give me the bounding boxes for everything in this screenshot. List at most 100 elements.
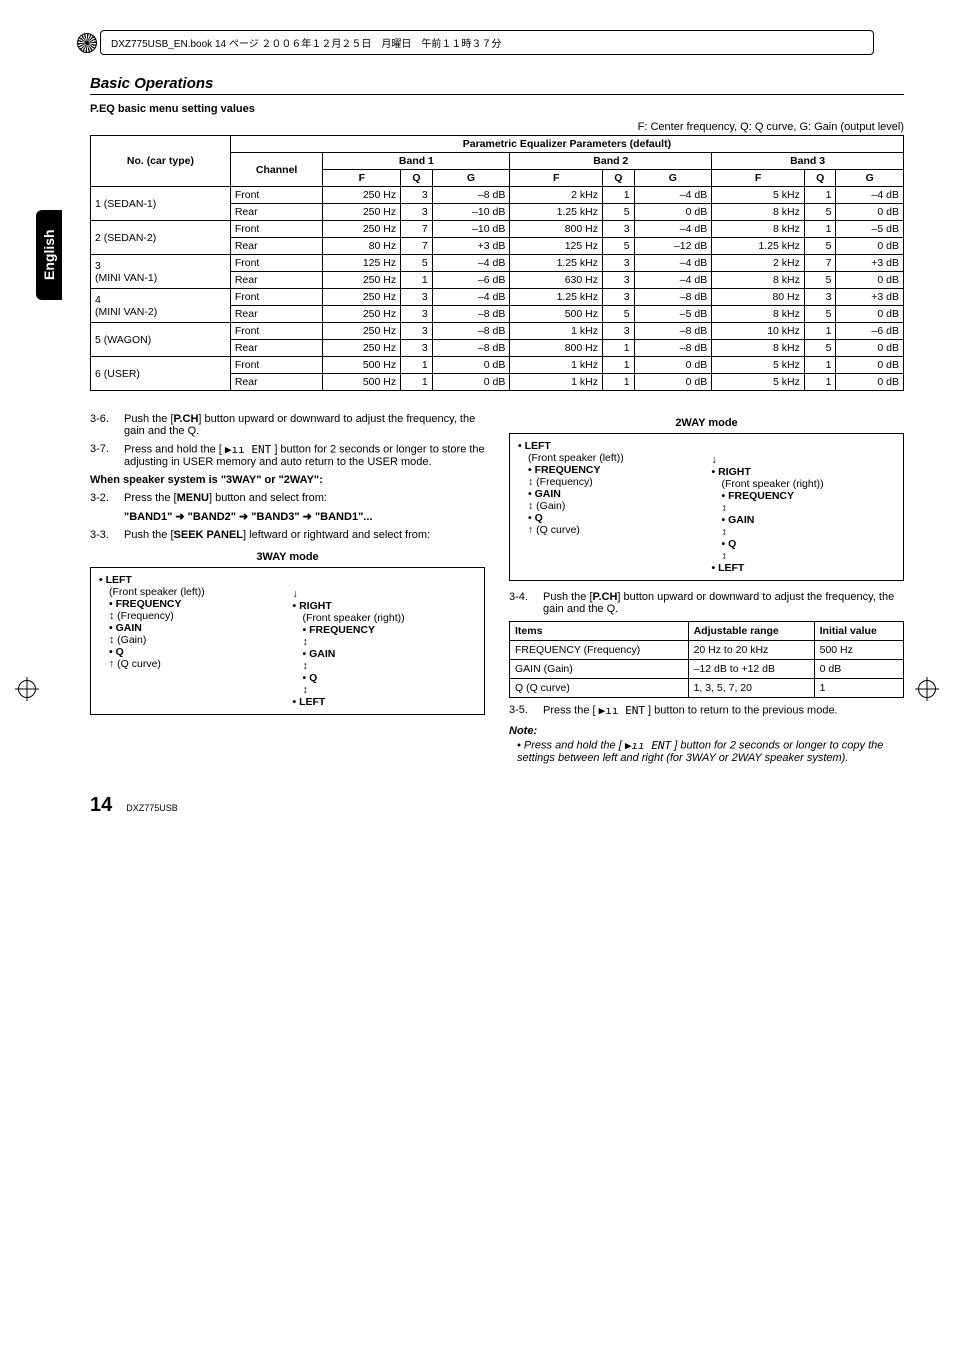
peq-cell: 0 dB [836,340,904,357]
page-number: 14 [90,794,112,817]
peq-cell: 0 dB [836,374,904,391]
peq-cell: 1 [603,187,635,204]
peq-cell: 3 [603,289,635,306]
peq-cell: 1 [804,374,836,391]
th-f: F [712,170,805,187]
th-band1: Band 1 [323,153,510,170]
peq-cell: 8 kHz [712,272,805,289]
channel-cell: Front [230,255,323,272]
adj-cell: 0 dB [814,660,903,679]
left-column: 3-6. Push the [P.CH] button upward or do… [90,407,485,764]
play-pause-ent-icon: ▶ıı ENT [599,704,645,717]
peq-cell: 3 [401,323,433,340]
doc-header-bar: DXZ775USB_EN.book 14 ページ ２００６年１２月２５日 月曜日… [100,30,874,55]
peq-cell: –4 dB [432,289,510,306]
peq-cell: 3 [603,323,635,340]
peq-cell: 500 Hz [323,374,401,391]
channel-cell: Front [230,357,323,374]
peq-cell: 10 kHz [712,323,805,340]
th-g: G [836,170,904,187]
step-3-5: 3-5. Press the [ ▶ıı ENT ] button to ret… [509,704,904,717]
th-band3: Band 3 [712,153,904,170]
peq-cell: 1.25 kHz [510,204,603,221]
step-3-2: 3-2. Press the [MENU] button and select … [90,492,485,504]
peq-cell: 1 [804,221,836,238]
adj-cell: 1, 3, 5, 7, 20 [688,679,814,698]
peq-cell: 0 dB [432,357,510,374]
peq-cell: 5 [804,272,836,289]
peq-cell: 3 [603,221,635,238]
peq-cell: 5 [804,340,836,357]
peq-cell: 7 [401,238,433,255]
channel-cell: Front [230,221,323,238]
peq-cell: –5 dB [836,221,904,238]
peq-cell: 5 kHz [712,187,805,204]
peq-cell: 3 [603,272,635,289]
th-g: G [634,170,712,187]
page-footer: 14 DXZ775USB [90,794,904,817]
peq-cell: 8 kHz [712,221,805,238]
peq-cell: –8 dB [432,306,510,323]
peq-cell: 0 dB [836,204,904,221]
peq-cell: –8 dB [432,323,510,340]
step-3-6: 3-6. Push the [P.CH] button upward or do… [90,413,485,437]
peq-cell: 2 kHz [712,255,805,272]
peq-table: No. (car type) Parametric Equalizer Para… [90,135,904,391]
peq-cell: 1 [804,357,836,374]
mode-2way-title: 2WAY mode [509,417,904,429]
th-band2: Band 2 [510,153,712,170]
cartype-cell: 4 (MINI VAN-2) [91,289,231,323]
th-cartype: No. (car type) [91,136,231,187]
peq-cell: 0 dB [432,374,510,391]
peq-cell: 250 Hz [323,289,401,306]
step-3-3: 3-3. Push the [SEEK PANEL] leftward or r… [90,529,485,541]
peq-cell: 5 [804,238,836,255]
peq-cell: –10 dB [432,204,510,221]
peq-cell: 3 [603,255,635,272]
peq-cell: 1 kHz [510,357,603,374]
peq-cell: 1 [603,374,635,391]
peq-cell: 1.25 kHz [712,238,805,255]
peq-cell: 7 [401,221,433,238]
peq-cell: 250 Hz [323,323,401,340]
peq-cell: +3 dB [432,238,510,255]
peq-cell: 0 dB [634,357,712,374]
reg-mark [918,680,936,698]
peq-cell: 250 Hz [323,221,401,238]
peq-cell: 5 [804,306,836,323]
peq-cell: 1 [603,357,635,374]
peq-cell: 3 [401,306,433,323]
peq-cell: 1 [401,357,433,374]
when-heading: When speaker system is "3WAY" or "2WAY": [90,474,485,486]
th-group: Parametric Equalizer Parameters (default… [230,136,903,153]
play-pause-ent-icon: ▶ıı ENT [225,443,271,456]
peq-cell: 5 [401,255,433,272]
peq-cell: 8 kHz [712,340,805,357]
peq-cell: –8 dB [432,187,510,204]
peq-cell: –4 dB [634,255,712,272]
channel-cell: Rear [230,204,323,221]
peq-cell: 1 [603,340,635,357]
peq-cell: 125 Hz [323,255,401,272]
model-label: DXZ775USB [126,803,178,813]
peq-cell: –6 dB [432,272,510,289]
peq-cell: 5 [603,238,635,255]
adj-cell: 500 Hz [814,641,903,660]
adj-cell: 20 Hz to 20 kHz [688,641,814,660]
reg-mark [18,680,36,698]
cartype-cell: 6 (USER) [91,357,231,391]
play-pause-ent-icon: ▶ıı ENT [625,739,671,752]
peq-cell: 250 Hz [323,340,401,357]
doc-header-text: DXZ775USB_EN.book 14 ページ ２００６年１２月２５日 月曜日… [111,39,501,50]
peq-cell: –4 dB [432,255,510,272]
peq-cell: –6 dB [836,323,904,340]
peq-cell: 0 dB [634,374,712,391]
peq-cell: +3 dB [836,255,904,272]
cartype-cell: 3 (MINI VAN-1) [91,255,231,289]
adj-cell: Q (Q curve) [510,679,689,698]
adj-cell: –12 dB to +12 dB [688,660,814,679]
section-title: Basic Operations [90,75,904,95]
peq-cell: –4 dB [634,187,712,204]
adj-cell: FREQUENCY (Frequency) [510,641,689,660]
peq-cell: –8 dB [634,323,712,340]
